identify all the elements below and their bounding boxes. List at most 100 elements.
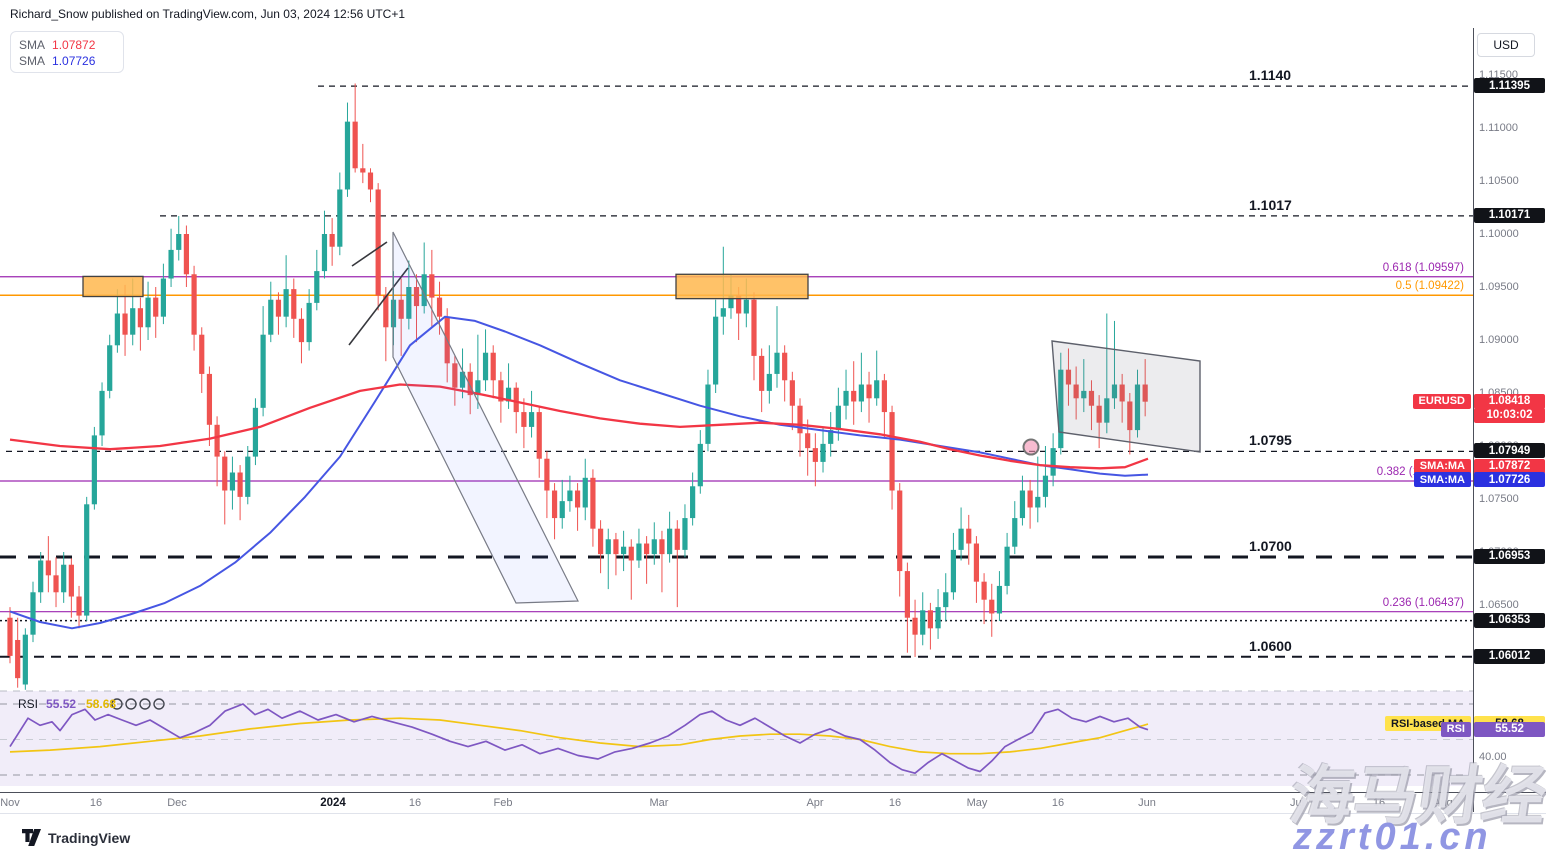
more-icon[interactable]	[153, 698, 165, 710]
candle-body	[1012, 518, 1018, 547]
fib-level-label: 0.236 (1.06437)	[1382, 596, 1464, 609]
price-tick: 1.07500	[1479, 492, 1519, 505]
candle-body	[176, 234, 182, 250]
candle-body	[713, 316, 719, 385]
time-axis-label: Jun	[1138, 797, 1156, 809]
price-level-label: 1.1017	[1249, 196, 1292, 213]
candle-body	[889, 412, 895, 491]
candle-body	[482, 352, 489, 381]
candle-body	[45, 560, 51, 576]
time-axis-label: 16	[888, 797, 902, 809]
time-axis-label: Jul	[1289, 797, 1305, 809]
candle-body	[644, 543, 650, 555]
candle-body	[229, 472, 236, 491]
time-axis-label: 16	[1372, 797, 1386, 809]
candle-body	[674, 528, 680, 550]
time-axis-label: Dec	[167, 797, 187, 809]
tradingview-logo-icon	[22, 829, 41, 846]
fib-level-label: 0.382 (1	[1376, 465, 1419, 478]
candle-body	[467, 371, 473, 396]
candle-body	[1127, 401, 1133, 431]
price-badge: 1.07949	[1474, 443, 1545, 459]
candle-body	[406, 287, 412, 319]
publish-header: Richard_Snow published on TradingView.co…	[10, 7, 406, 21]
candle-body	[1111, 384, 1118, 399]
indicator-legend[interactable]: SMA 1.07872 SMA 1.07726	[10, 31, 124, 73]
visibility-icon[interactable]	[111, 698, 123, 710]
candle-body	[15, 639, 21, 679]
candle-body	[337, 189, 343, 247]
candle-body	[950, 549, 957, 593]
candle-body	[651, 539, 657, 555]
candle-body	[590, 477, 596, 529]
candle-body	[306, 302, 312, 343]
candle-body	[291, 289, 297, 319]
candle-body	[1019, 490, 1026, 519]
candle-body	[636, 543, 642, 561]
candle-body	[429, 274, 435, 298]
tradingview-logo[interactable]: TradingView	[22, 829, 130, 846]
time-axis-label: Nov	[0, 797, 20, 809]
sma-name-badge: SMA:MA	[1413, 458, 1471, 474]
candle-body	[160, 278, 166, 317]
candle-body	[582, 477, 588, 508]
candle-body	[759, 355, 765, 391]
price-tick: 1.10500	[1479, 174, 1519, 187]
candle-body	[199, 334, 205, 374]
candle-body	[490, 352, 496, 381]
candle-body	[682, 518, 688, 550]
candle-body	[536, 412, 542, 459]
candle-body	[459, 371, 466, 388]
candle-body	[360, 168, 366, 173]
candle-body	[1088, 390, 1095, 406]
candle-body	[874, 380, 880, 399]
candle-body	[989, 599, 995, 614]
candle-body	[275, 299, 282, 317]
descending-channel	[1051, 340, 1201, 453]
time-axis-label: Apr	[806, 797, 824, 809]
rsi-label: RSI	[18, 697, 39, 711]
candle-body	[421, 274, 427, 307]
candle-body	[1058, 369, 1064, 449]
fib-level-label: 0.5 (1.09422)	[1395, 280, 1464, 293]
candle-body	[1096, 405, 1102, 423]
candle-body	[375, 189, 381, 296]
rsi-legend[interactable]: RSI 55.52 58.68	[18, 697, 116, 711]
price-level-label: 1.0600	[1249, 637, 1292, 654]
sma-label: SMA	[19, 38, 46, 52]
candle-body	[344, 121, 351, 190]
candle-body	[774, 352, 780, 374]
currency-button[interactable]: USD	[1477, 33, 1535, 57]
candle-body	[1027, 490, 1033, 508]
time-axis-label: 16	[89, 797, 103, 809]
delete-icon[interactable]	[139, 698, 151, 710]
candle-body	[789, 380, 795, 406]
settings-icon[interactable]	[125, 698, 137, 710]
candle-body	[383, 295, 389, 328]
candle-body	[881, 380, 887, 413]
rsi-tick: 40.00	[1479, 750, 1507, 763]
candle-body	[851, 390, 857, 402]
price-tick: 1.10000	[1479, 227, 1519, 240]
candle-body	[605, 539, 611, 555]
candle-body	[252, 407, 259, 457]
candle-body	[736, 295, 742, 314]
candle-body	[697, 443, 703, 487]
candle-body	[329, 234, 335, 247]
candle-body	[912, 617, 918, 635]
circle-marker	[1022, 438, 1040, 456]
candle-body	[835, 405, 841, 431]
candle-body	[237, 472, 243, 497]
candle-body	[705, 384, 711, 444]
trendline	[348, 267, 409, 346]
supply-zone-box	[675, 273, 809, 300]
price-tick: 1.09000	[1479, 333, 1519, 346]
candle-body	[920, 610, 926, 635]
trendline	[351, 241, 388, 267]
candle-body	[559, 501, 565, 519]
footer-divider	[0, 813, 1546, 814]
time-axis-label: Feb	[493, 797, 513, 809]
candle-body	[551, 490, 558, 519]
candle-body	[38, 560, 44, 593]
